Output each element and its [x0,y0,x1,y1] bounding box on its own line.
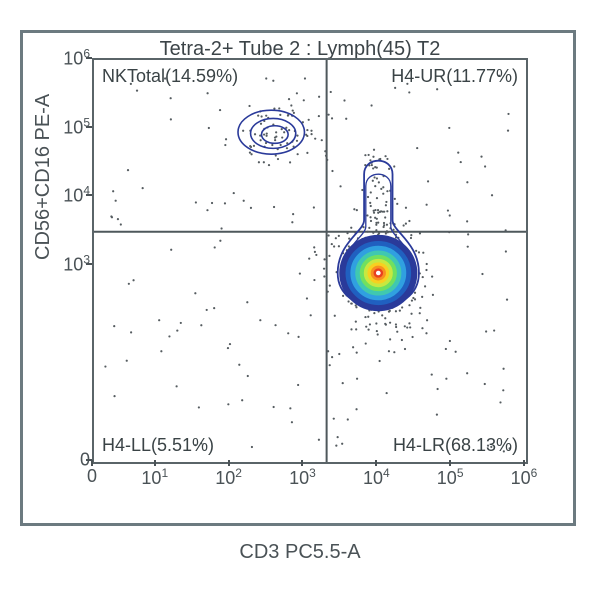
quad-label-ul: NKTotal(14.59%) [102,66,238,87]
x-tick: 105 [437,466,464,489]
x-tick: 103 [289,466,316,489]
quad-label-ur: H4-UR(11.77%) [391,66,518,87]
quad-label-lr: H4-LR(68.13%) [393,435,518,456]
quad-label-ll: H4-LL(5.51%) [102,435,214,456]
x-tick: 106 [511,466,538,489]
x-tick: 101 [141,466,168,489]
x-tick: 102 [215,466,242,489]
plot-area: NKTotal(14.59%) H4-UR(11.77%) H4-LL(5.51… [92,58,528,464]
cytometry-plot-frame: Tetra-2+ Tube 2 : Lymph(45) T2 CD56+CD16… [0,0,600,600]
plot-svg [94,60,526,462]
x-ticks: 0101102103104105106 [92,466,524,490]
y-ticks: 0103104105106 [52,58,90,460]
x-axis-label: CD3 PC5.5-A [0,541,600,564]
x-tick: 104 [363,466,390,489]
